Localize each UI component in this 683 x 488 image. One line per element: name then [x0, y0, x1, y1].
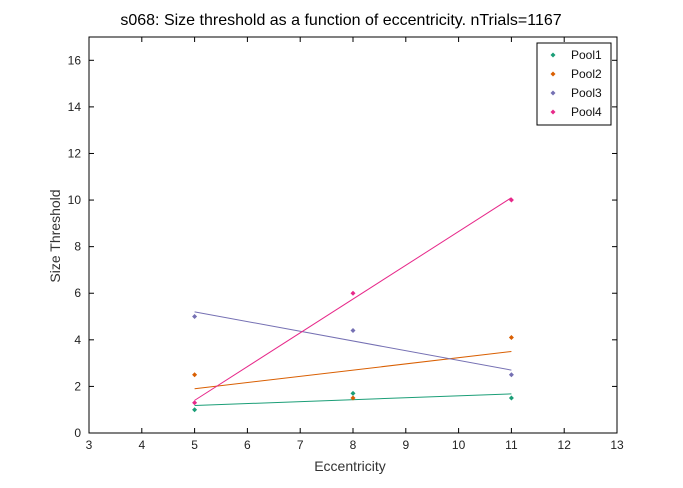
y-tick-label: 0 — [74, 426, 81, 440]
x-tick-label: 11 — [505, 438, 518, 452]
legend-label-pool4: Pool4 — [571, 105, 602, 119]
data-point-pool2 — [508, 334, 514, 340]
x-tick-label: 9 — [402, 438, 409, 452]
y-axis-label: Size Threshold — [47, 189, 63, 282]
y-tick-label: 10 — [68, 193, 82, 207]
y-tick-label: 6 — [74, 286, 81, 300]
y-tick-label: 12 — [68, 146, 82, 160]
data-point-pool3 — [508, 372, 514, 378]
legend-marker-pool1 — [550, 52, 556, 58]
fit-line-pool2 — [194, 350, 512, 390]
legend-marker-pool2 — [550, 71, 556, 77]
x-axis-ticks: 3 4 5 6 7 8 9 10 11 12 13 — [86, 37, 624, 452]
x-tick-label: 13 — [610, 438, 624, 452]
data-point-pool4 — [508, 197, 514, 203]
legend-marker-pool4 — [550, 109, 556, 115]
legend-label-pool2: Pool2 — [571, 67, 602, 81]
data-point-pool3 — [192, 314, 198, 320]
data-point-pool1 — [508, 395, 514, 401]
fit-line-pool4 — [194, 197, 512, 401]
data-point-pool3 — [350, 328, 356, 334]
x-axis-label: Eccentricity — [314, 458, 386, 474]
legend-label-pool3: Pool3 — [571, 86, 602, 100]
legend-label-pool1: Pool1 — [571, 48, 602, 62]
legend-box — [536, 42, 612, 126]
x-tick-label: 10 — [452, 438, 466, 452]
x-tick-label: 8 — [350, 438, 357, 452]
x-tick-label: 12 — [558, 438, 572, 452]
x-tick-label: 6 — [244, 438, 251, 452]
chart-title: s068: Size threshold as a function of ec… — [120, 12, 561, 29]
y-tick-label: 4 — [74, 333, 81, 347]
data-point-pool2 — [192, 372, 198, 378]
y-tick-label: 8 — [74, 240, 81, 254]
y-tick-label: 2 — [74, 379, 81, 393]
y-axis-ticks: 0 2 4 6 8 10 12 14 16 — [68, 53, 617, 440]
fit-lines — [194, 197, 512, 407]
data-point-pool2 — [350, 395, 356, 401]
data-point-pool1 — [192, 407, 198, 413]
data-points — [192, 197, 514, 413]
x-tick-label: 5 — [191, 438, 198, 452]
legend: Pool1 Pool2 Pool3 Pool4 — [536, 42, 612, 126]
x-tick-label: 3 — [86, 438, 93, 452]
data-point-pool1 — [350, 390, 356, 396]
x-tick-label: 7 — [297, 438, 304, 452]
data-point-pool4 — [192, 400, 198, 406]
y-tick-label: 14 — [68, 100, 82, 114]
legend-marker-pool3 — [550, 90, 556, 96]
y-tick-label: 16 — [68, 53, 82, 67]
data-point-pool4 — [350, 290, 356, 296]
x-tick-label: 4 — [138, 438, 145, 452]
fit-line-pool3 — [194, 311, 512, 371]
